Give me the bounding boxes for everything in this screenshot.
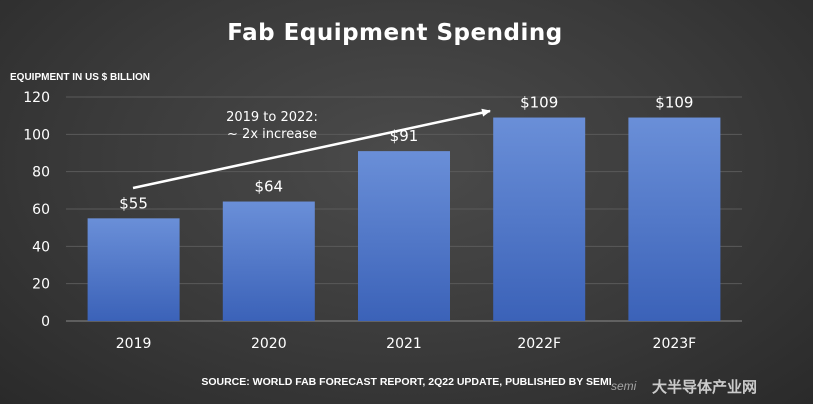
chart-title: Fab Equipment Spending — [227, 20, 563, 46]
annotation-line-1: 2019 to 2022: — [226, 110, 318, 125]
y-axis-label: EQUIPMENT IN US $ BILLION — [10, 72, 151, 83]
watermark-site: 大半导体产业网 — [652, 378, 758, 396]
bar-2022F — [493, 117, 586, 322]
y-tick-label: 0 — [41, 314, 50, 330]
data-labels: $55$64$91$109 $109 — [119, 94, 693, 213]
y-tick-label: 100 — [23, 127, 50, 143]
bar-2021 — [358, 151, 450, 321]
y-tick-label: 60 — [32, 202, 50, 218]
trend-arrow — [132, 108, 491, 190]
data-label: $109 — [520, 94, 558, 112]
annotation-line-2: ~ 2x increase — [227, 127, 317, 142]
watermark-semi: semi — [611, 379, 637, 393]
x-tick-labels: 2019 2020 2021 2022F 2023F — [116, 336, 696, 352]
bar-2020 — [222, 201, 315, 321]
y-tick-label: 120 — [23, 90, 50, 106]
x-tick-label: 2022F — [517, 336, 561, 352]
y-tick-label: 80 — [32, 165, 50, 181]
bars — [87, 117, 721, 322]
x-tick-label: 2019 — [116, 336, 152, 352]
data-label: $64 — [254, 178, 283, 196]
data-label: $109 — [655, 94, 693, 112]
bar-2023F — [628, 117, 721, 322]
y-tick-labels: 0 20 40 60 80 100 120 — [23, 90, 50, 330]
y-tick-label: 20 — [32, 277, 50, 293]
x-tick-label: 2021 — [386, 336, 422, 352]
x-tick-label: 2023F — [653, 336, 697, 352]
source-note: SOURCE: WORLD FAB FORECAST REPORT, 2Q22 … — [201, 376, 612, 388]
y-tick-label: 40 — [32, 239, 50, 255]
x-tick-label: 2020 — [251, 336, 287, 352]
bar-2019 — [87, 218, 180, 321]
data-label: $55 — [119, 194, 148, 212]
